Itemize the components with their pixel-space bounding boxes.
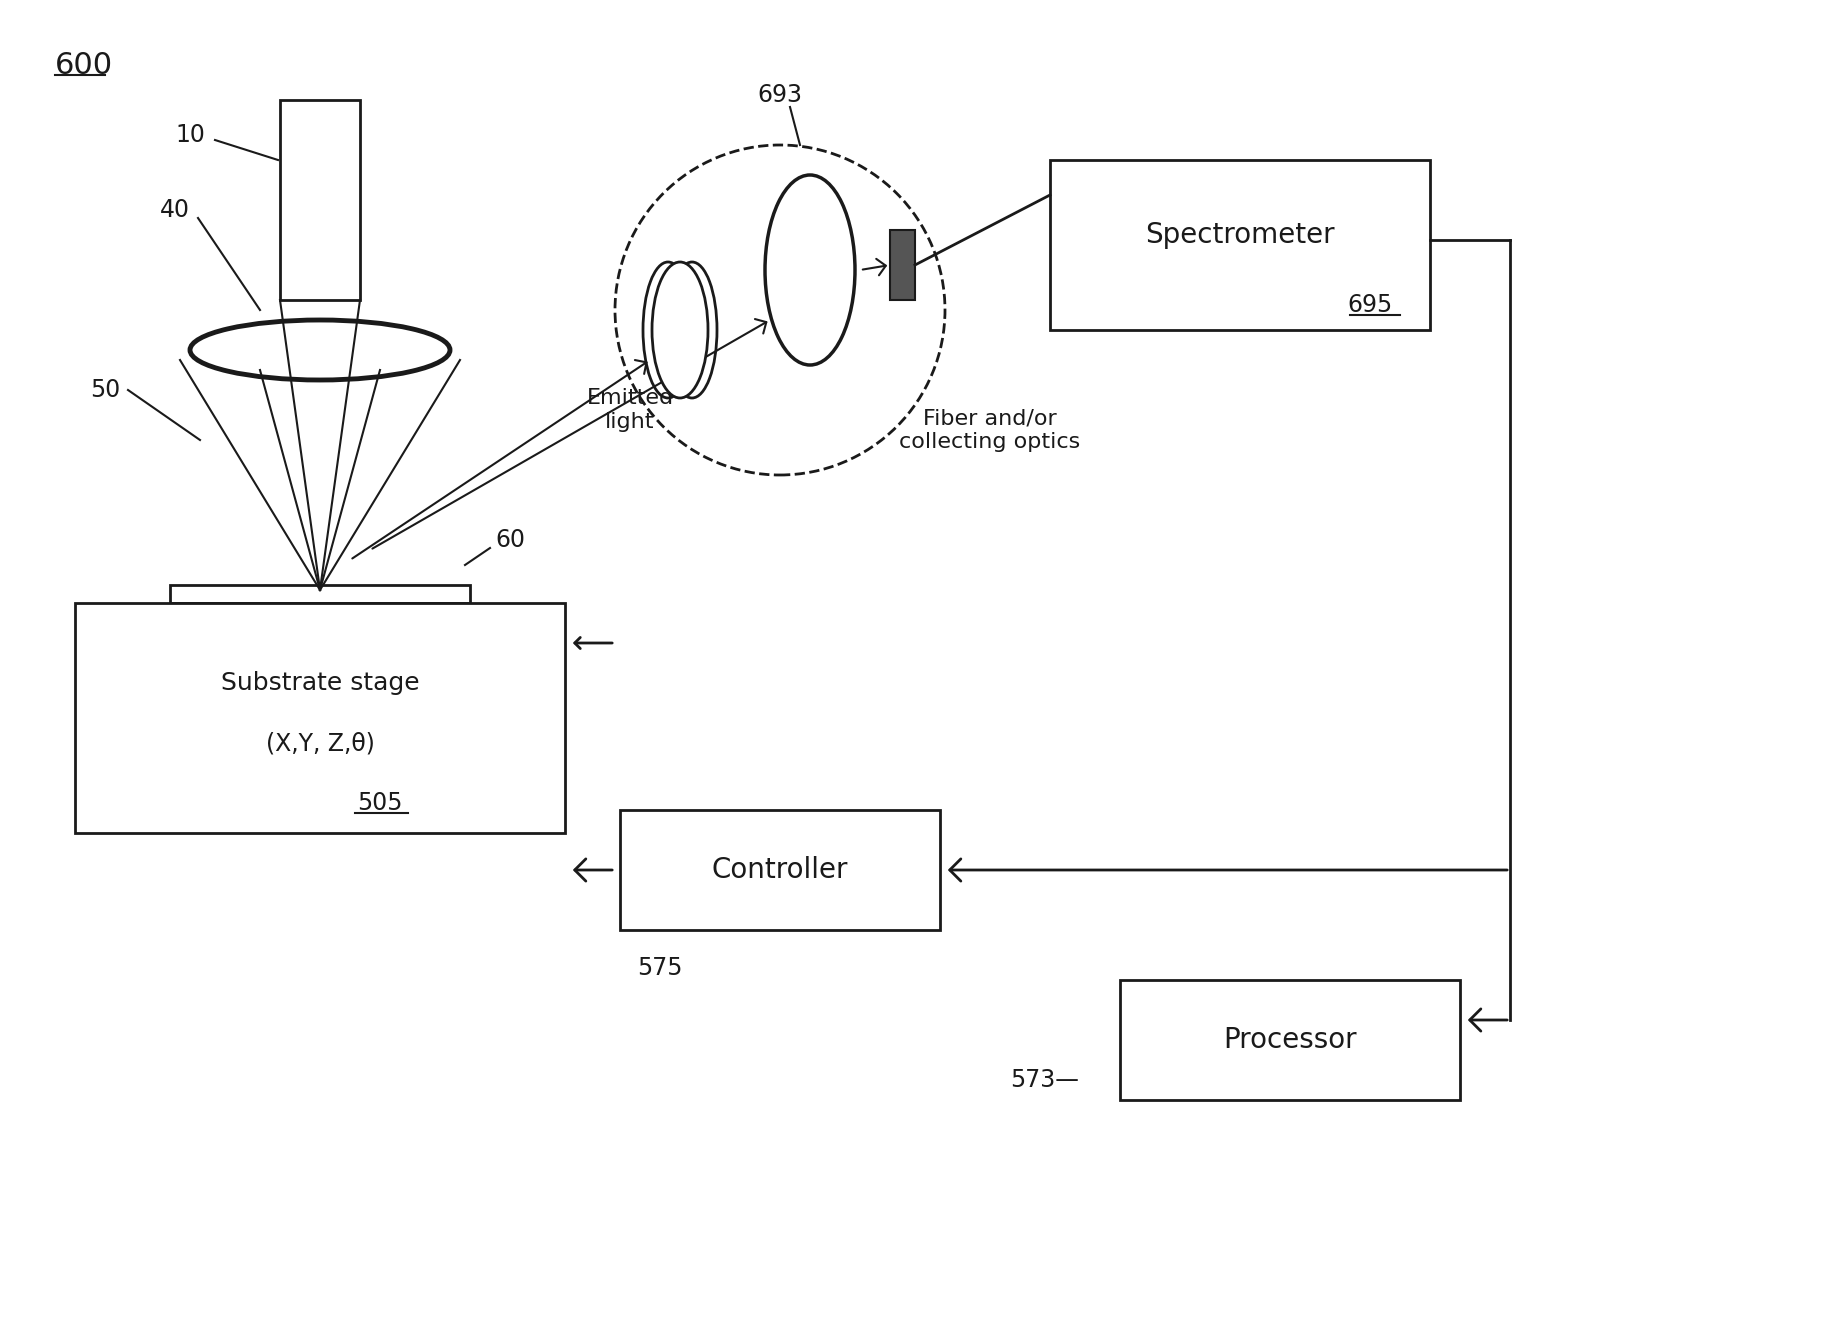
FancyBboxPatch shape [75,603,565,833]
Text: Emitted
light: Emitted light [587,389,673,431]
Text: (X,Y, Z,θ): (X,Y, Z,θ) [266,731,374,755]
FancyBboxPatch shape [1121,980,1460,1100]
Text: 60: 60 [495,527,525,553]
Text: 600: 600 [55,50,114,79]
Text: 10: 10 [174,123,205,147]
Text: 40: 40 [160,198,191,222]
FancyBboxPatch shape [1051,160,1431,330]
FancyBboxPatch shape [889,230,915,300]
Text: 50: 50 [90,378,119,402]
Ellipse shape [765,175,855,365]
FancyBboxPatch shape [281,100,359,300]
FancyBboxPatch shape [620,810,941,929]
Ellipse shape [653,262,708,398]
Text: 573—: 573— [1011,1068,1078,1092]
Text: Controller: Controller [712,857,849,884]
Text: 505: 505 [358,791,403,814]
FancyBboxPatch shape [171,586,470,603]
Text: 693: 693 [757,83,803,107]
Text: Spectrometer: Spectrometer [1144,221,1335,249]
Ellipse shape [191,320,449,379]
Text: 695: 695 [1348,293,1392,317]
Text: 575: 575 [636,956,682,980]
Text: Substrate stage: Substrate stage [220,672,420,695]
Text: Fiber and/or
collecting optics: Fiber and/or collecting optics [899,408,1080,452]
Text: Processor: Processor [1223,1026,1357,1054]
